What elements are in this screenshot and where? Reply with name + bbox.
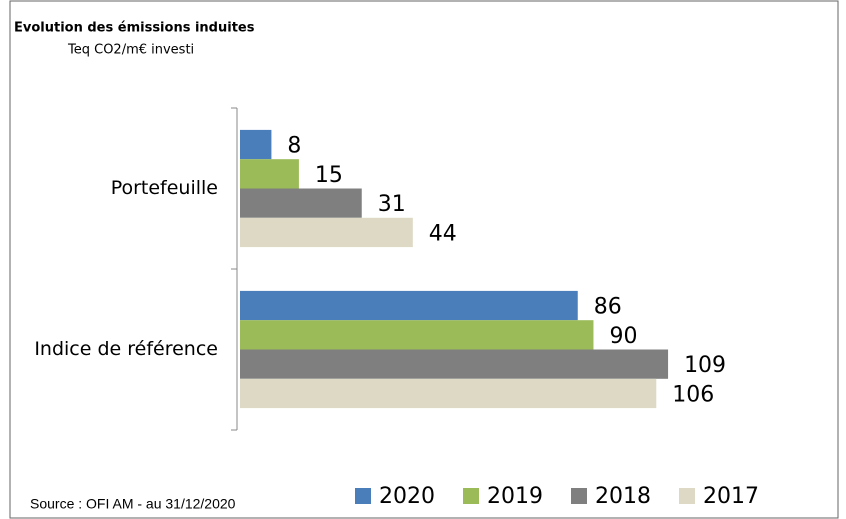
data-label: 106 <box>672 382 714 407</box>
data-label: 15 <box>315 163 343 188</box>
frame <box>9 0 839 519</box>
legend-label: 2017 <box>703 484 759 509</box>
source: Source : OFI AM - au 31/12/2020 <box>30 496 236 512</box>
data-label: 44 <box>429 221 457 246</box>
legend-swatch <box>355 488 371 504</box>
data-label: 8 <box>287 134 301 159</box>
data-label: 109 <box>684 353 726 378</box>
bar <box>240 217 413 248</box>
category-label: Indice de référence <box>34 338 218 360</box>
legend-swatch <box>571 488 587 504</box>
legend-label: 2020 <box>379 484 435 509</box>
category-label: Portefeuille <box>111 177 218 199</box>
bar <box>240 188 362 218</box>
legend-swatch <box>463 488 479 504</box>
chart-title: Evolution des émissions induites <box>14 21 255 36</box>
data-label: 31 <box>378 192 406 217</box>
bar <box>240 320 594 350</box>
bar <box>240 349 669 379</box>
chart-subtitle: Teq CO2/m€ investi <box>67 43 194 58</box>
legend-label: 2019 <box>487 484 543 509</box>
data-label: 86 <box>594 295 622 320</box>
data-label: 90 <box>609 324 637 349</box>
bar <box>240 378 657 409</box>
legend-swatch <box>679 488 695 504</box>
bar <box>240 129 272 160</box>
bar <box>240 290 578 321</box>
bar <box>240 159 299 189</box>
legend-label: 2018 <box>595 484 651 509</box>
